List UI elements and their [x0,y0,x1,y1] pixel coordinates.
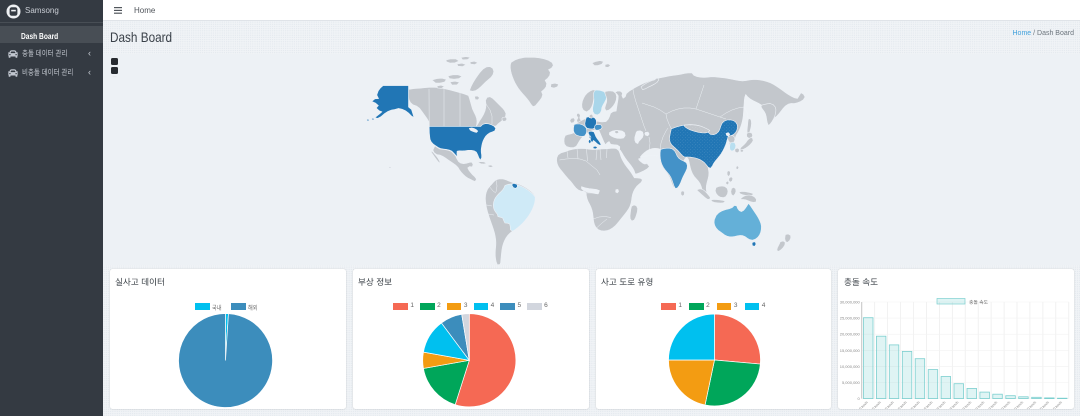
svg-text:70~80 km/h: 70~80 km/h [944,400,960,409]
svg-text:0: 0 [858,396,861,401]
svg-text:20,000,000: 20,000,000 [840,332,861,337]
svg-text:80~90 km/h: 80~90 km/h [956,400,972,409]
svg-text:0~10 km/h: 0~10 km/h [854,400,869,409]
svg-text:60~70 km/h: 60~70 km/h [931,400,947,409]
svg-text:10,000,000: 10,000,000 [840,364,861,369]
svg-text:10~20 km/h: 10~20 km/h [866,400,882,409]
svg-text:40~50 km/h: 40~50 km/h [905,400,921,409]
svg-text:5,000,000: 5,000,000 [842,380,861,385]
svg-text:30~40 km/h: 30~40 km/h [892,400,908,409]
svg-text:20~30 km/h: 20~30 km/h [879,400,895,409]
svg-text:30,000,000: 30,000,000 [840,300,861,305]
svg-text:50~60 km/h: 50~60 km/h [918,400,934,409]
svg-text:15,000,000: 15,000,000 [840,348,861,353]
svg-text:25,000,000: 25,000,000 [840,316,861,321]
